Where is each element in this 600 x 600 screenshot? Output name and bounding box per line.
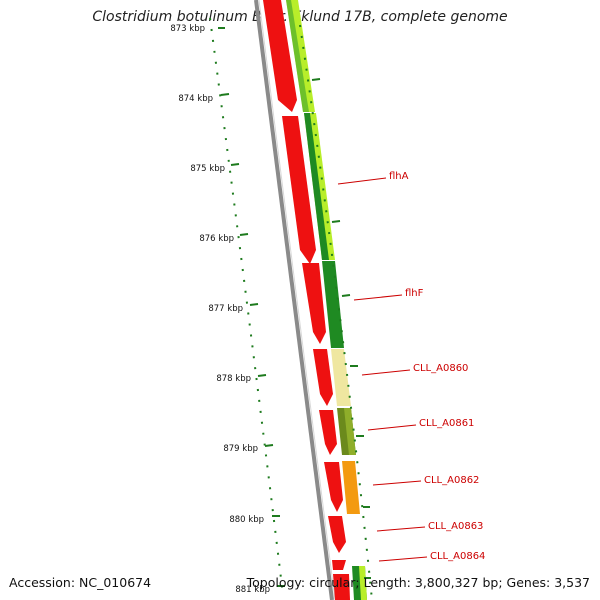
gene-block-CLL_A0864-lime xyxy=(359,566,367,600)
label-leader-line xyxy=(376,526,426,532)
gene-label-CLL_A0863[interactable]: CLL_A0863 xyxy=(428,521,483,532)
cds-arrow xyxy=(332,560,346,570)
cds-arrow xyxy=(282,116,316,264)
gene-label-CLL_A0860[interactable]: CLL_A0860 xyxy=(413,363,468,374)
label-leader-line xyxy=(372,480,422,486)
gene-block-CLL_A0860 xyxy=(331,349,351,406)
ruler-label: 874 kbp xyxy=(178,94,213,104)
gene-label-flhF[interactable]: flhF xyxy=(405,288,424,299)
label-leader-line xyxy=(353,294,403,301)
ruler-label: 879 kbp xyxy=(223,444,258,454)
cds-arrow xyxy=(324,462,343,512)
gene-label-CLL_A0861[interactable]: CLL_A0861 xyxy=(419,418,474,429)
ruler-label: 876 kbp xyxy=(199,234,234,244)
gene-label-CLL_A0862[interactable]: CLL_A0862 xyxy=(424,475,479,486)
gene-label-CLL_A0864[interactable]: CLL_A0864 xyxy=(430,551,485,562)
ruler-label: 880 kbp xyxy=(229,515,264,525)
genome-summary-text: Topology: circular; Length: 3,800,327 bp… xyxy=(246,575,590,590)
outer-ticks xyxy=(311,78,371,579)
cds-arrow xyxy=(333,574,350,600)
label-leader-line xyxy=(337,177,387,185)
ruler-ticks xyxy=(218,27,285,587)
gene-block-CLL_A0861-shade xyxy=(344,408,356,455)
ruler-label: 873 kbp xyxy=(170,24,205,34)
label-leader-line xyxy=(361,369,411,376)
ruler-label: 881 kbp xyxy=(235,585,270,595)
ruler-dotted-line xyxy=(209,17,284,596)
cds-arrow xyxy=(328,516,346,553)
cds-arrow xyxy=(319,410,337,455)
gene-block-flhF xyxy=(322,261,344,348)
accession-text: Accession: NC_010674 xyxy=(9,575,152,590)
label-leader-line xyxy=(367,424,417,431)
cds-arrow xyxy=(302,263,326,344)
ruler-label: 875 kbp xyxy=(190,164,225,174)
label-leader-line xyxy=(378,556,428,562)
backbone-highlight xyxy=(258,0,336,600)
gene-label-flhA[interactable]: flhA xyxy=(389,171,409,182)
cds-arrow xyxy=(313,349,333,406)
forward-cds-track xyxy=(263,0,350,600)
outer-dotted-line xyxy=(299,24,373,600)
gene-block-green xyxy=(286,0,309,112)
gene-block-flhA-shade xyxy=(304,113,329,260)
cds-arrow xyxy=(263,0,297,112)
gene-track xyxy=(286,0,367,600)
ruler-label: 877 kbp xyxy=(208,304,243,314)
ruler-label: 878 kbp xyxy=(216,374,251,384)
backbone-line xyxy=(254,0,334,600)
gene-block-CLL_A0862 xyxy=(342,461,360,514)
